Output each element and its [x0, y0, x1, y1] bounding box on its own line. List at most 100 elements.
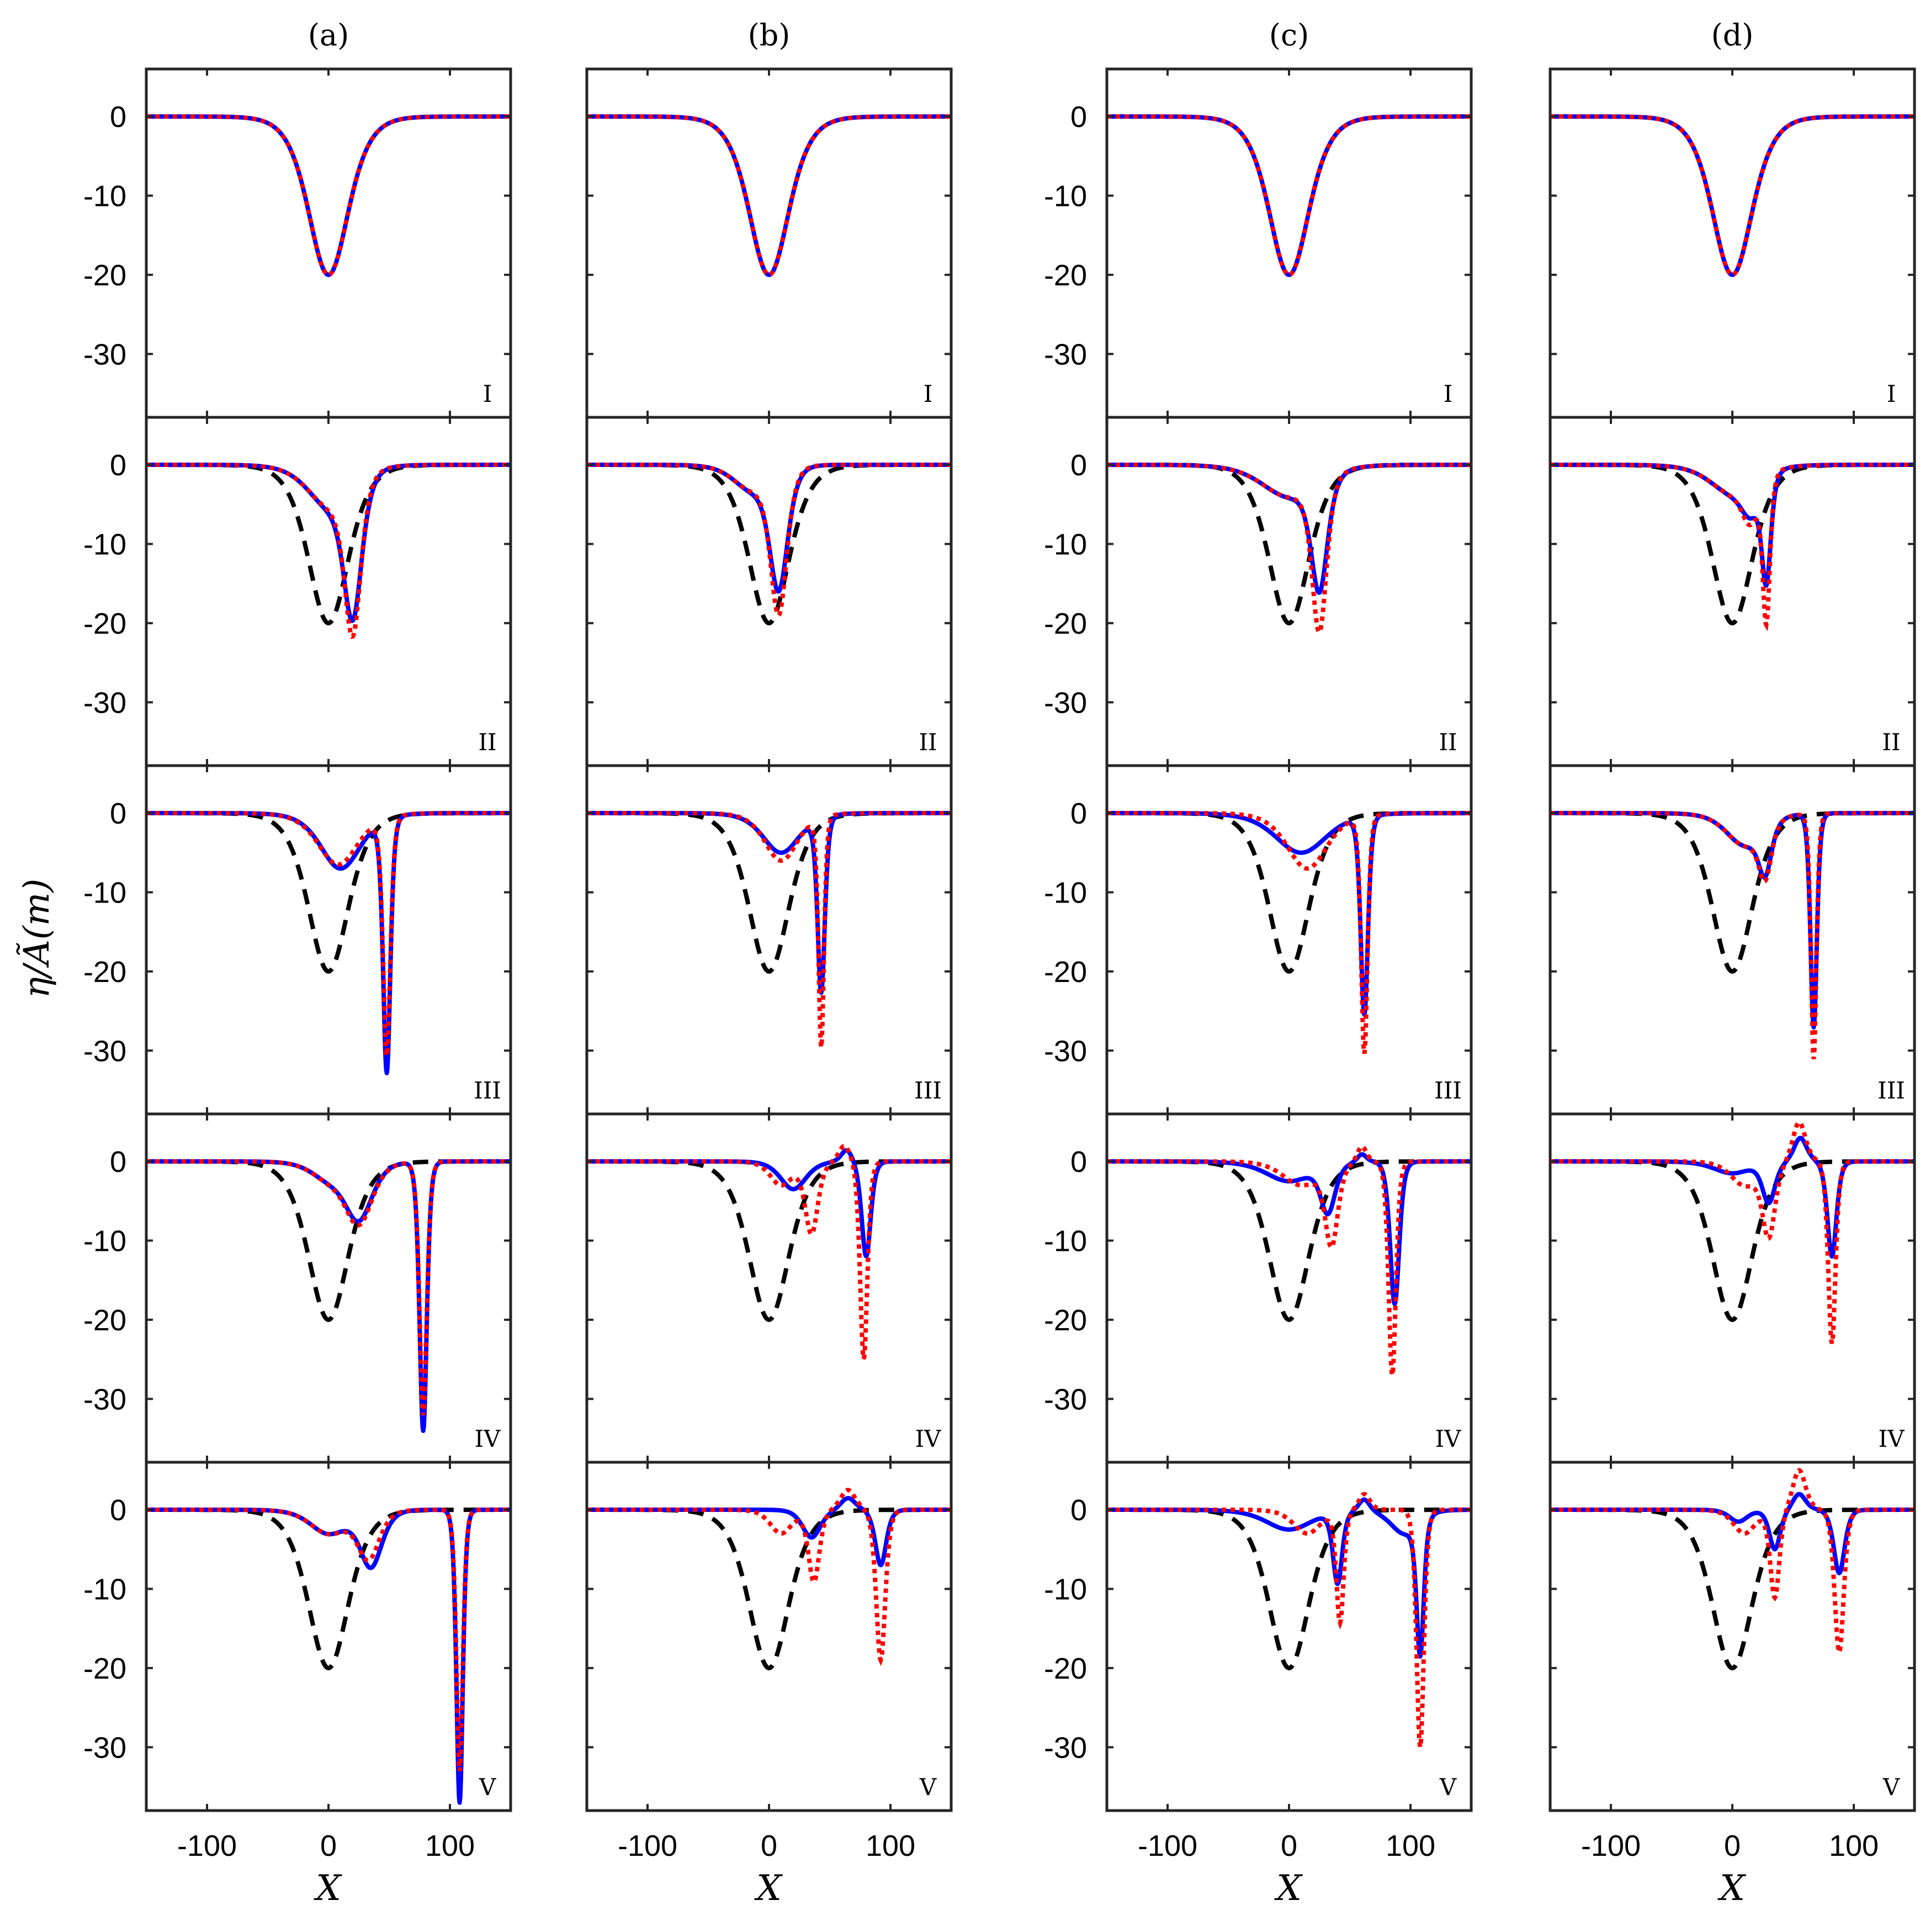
- row-label: IV: [1879, 1425, 1905, 1452]
- series-red-line: [587, 1488, 951, 1666]
- y-tick-label: -30: [1044, 1034, 1087, 1068]
- row-label: II: [919, 729, 937, 756]
- y-tick-label: 0: [110, 1145, 126, 1179]
- column-label: (d): [1711, 18, 1754, 52]
- series-blue-line: [146, 114, 511, 277]
- series-blue-line: [1550, 463, 1915, 588]
- series-red-line: [587, 114, 951, 277]
- panel-frame: [145, 67, 512, 419]
- x-tick-label: 100: [1386, 1829, 1435, 1862]
- x-tick-label: -100: [177, 1829, 237, 1862]
- y-tick-label: -10: [83, 1224, 126, 1257]
- panel-frame: [145, 764, 512, 1116]
- y-tick-label: 0: [110, 797, 126, 830]
- panel-frame: [145, 416, 512, 767]
- panel-frame: [1105, 416, 1473, 767]
- panel-frame: [1549, 1112, 1916, 1464]
- panel-curves: [146, 114, 511, 277]
- axes-layer: [145, 67, 1916, 1812]
- row-label: III: [1434, 1077, 1462, 1104]
- y-tick-label: -30: [1044, 338, 1087, 371]
- y-tick-label: 0: [110, 1494, 126, 1527]
- panel-frame: [1549, 1461, 1916, 1812]
- x-tick-label: 0: [1724, 1829, 1741, 1862]
- series-red-line: [1550, 463, 1915, 631]
- y-tick-label: 0: [110, 449, 126, 482]
- series-blue-line: [1550, 1492, 1915, 1575]
- series-red-line: [146, 1159, 511, 1416]
- panel-curves: [146, 811, 511, 1075]
- reference-dashed-line: [1107, 811, 1471, 974]
- series-red-line: [1550, 114, 1915, 277]
- y-tick-label: -30: [83, 1383, 126, 1416]
- y-tick-label: -30: [1044, 1383, 1087, 1416]
- x-axis-title: X: [1274, 1868, 1303, 1909]
- y-tick-label: -10: [83, 876, 126, 909]
- series-red-line: [1107, 463, 1471, 635]
- row-label: III: [1878, 1077, 1905, 1104]
- panel-curves: [587, 463, 951, 625]
- panel-curves: [1550, 1120, 1915, 1344]
- panel-curves: [587, 1144, 951, 1360]
- y-tick-label: -20: [1044, 1304, 1087, 1337]
- panel-curves: [1107, 1492, 1471, 1748]
- y-tick-label: -10: [1044, 1573, 1087, 1606]
- row-label: I: [1887, 380, 1896, 407]
- series-red-line: [146, 1508, 511, 1771]
- series-blue-line: [1107, 1497, 1471, 1659]
- row-label: II: [478, 729, 496, 756]
- x-tick-label: 100: [425, 1829, 475, 1862]
- y-tick-label: -20: [83, 259, 126, 292]
- panel-frame: [1105, 67, 1473, 419]
- series-red-line: [1550, 1120, 1915, 1344]
- panel-curves: [587, 114, 951, 277]
- panel-frame: [1549, 67, 1916, 419]
- panel-curves: [146, 1508, 511, 1805]
- series-blue-line: [1107, 463, 1471, 595]
- series-red-line: [1107, 1492, 1471, 1748]
- y-tick-label: -10: [1044, 876, 1087, 909]
- reference-dashed-line: [587, 811, 951, 974]
- row-label: II: [1882, 729, 1900, 756]
- panel-frame: [585, 764, 953, 1116]
- reference-dashed-line: [1107, 463, 1471, 625]
- panel-curves: [1107, 1144, 1471, 1376]
- series-red-line: [587, 1144, 951, 1360]
- series-red-line: [146, 811, 511, 1057]
- y-tick-label: -30: [83, 686, 126, 719]
- y-tick-label: -30: [1044, 686, 1087, 719]
- x-tick-label: 0: [320, 1829, 337, 1862]
- row-label: I: [1444, 380, 1453, 407]
- panel-curves: [1550, 114, 1915, 277]
- row-label: III: [474, 1077, 501, 1104]
- row-label: V: [919, 1774, 937, 1801]
- x-axis-title: X: [313, 1868, 342, 1909]
- series-red-line: [587, 811, 951, 1048]
- y-tick-label: -10: [1044, 1224, 1087, 1257]
- series-red-line: [1550, 1468, 1915, 1658]
- row-label: IV: [475, 1425, 501, 1452]
- panel-curves: [587, 811, 951, 1048]
- y-axis-title: η/Ã(m): [16, 879, 57, 999]
- y-tick-label: -20: [1044, 259, 1087, 292]
- reference-dashed-line: [587, 1508, 951, 1670]
- series-blue-line: [587, 811, 951, 995]
- panel-curves: [1550, 811, 1915, 1059]
- reference-dashed-line: [1550, 1159, 1915, 1322]
- panel-frame: [1105, 764, 1473, 1116]
- y-tick-label: 0: [1070, 100, 1087, 134]
- row-label: V: [1882, 1774, 1900, 1801]
- series-blue-line: [146, 811, 511, 1075]
- x-tick-label: -100: [1138, 1829, 1197, 1862]
- x-axis-title: X: [1717, 1868, 1746, 1909]
- row-label: I: [483, 380, 492, 407]
- row-label: V: [1439, 1774, 1457, 1801]
- y-tick-label: -20: [83, 1304, 126, 1337]
- series-blue-line: [1107, 811, 1471, 1017]
- x-tick-label: 100: [866, 1829, 915, 1862]
- panel-frame: [1105, 1112, 1473, 1464]
- x-tick-label: 100: [1829, 1829, 1879, 1862]
- y-tick-label: -10: [83, 1573, 126, 1606]
- y-tick-label: -10: [1044, 179, 1087, 213]
